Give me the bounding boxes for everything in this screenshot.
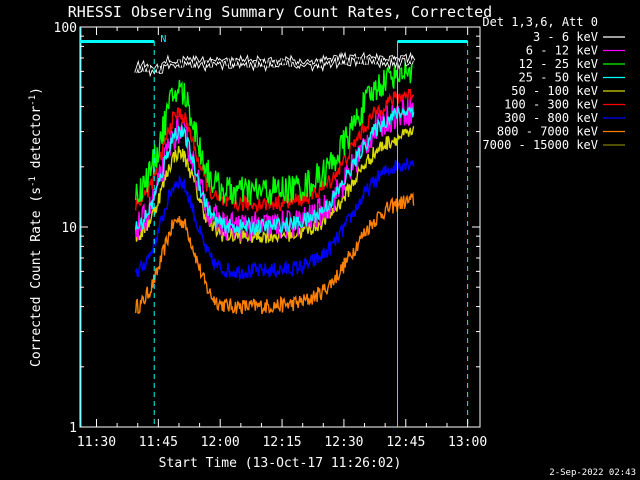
y-label-mid: detector <box>29 106 44 177</box>
series-layer <box>134 51 416 315</box>
legend-label-5: 100 - 300 keV <box>504 98 598 112</box>
legend-label-7: 800 - 7000 keV <box>497 125 598 139</box>
x-tick-label: 13:00 <box>448 435 487 450</box>
x-tick-label: 12:30 <box>324 435 363 450</box>
series-line-7 <box>135 191 415 315</box>
y-label-sup2: -1 <box>28 95 38 106</box>
y-label-sup1: -1 <box>28 176 38 187</box>
series-line-3 <box>135 106 415 236</box>
flag-bar-right <box>397 40 468 43</box>
x-tick-label: 12:00 <box>201 435 240 450</box>
legend-label-2: 12 - 25 keV <box>519 57 598 71</box>
y-label-end: ) <box>29 87 44 95</box>
x-tick-label: 12:15 <box>262 435 301 450</box>
x-tick-label: 11:45 <box>139 435 178 450</box>
y-ticks: 1 10 100 <box>54 21 480 436</box>
x-tick-label: 12:45 <box>386 435 425 450</box>
legend-label-4: 50 - 100 keV <box>511 84 598 98</box>
footer-date: 2-Sep-2022 02:43 <box>549 468 636 478</box>
legend-label-6: 300 - 800 keV <box>504 111 598 125</box>
flag-bar-left <box>80 40 155 43</box>
x-ticks: 11:30 11:45 12:00 12:15 12:30 12:45 13:00 <box>77 27 487 450</box>
flag-label: N <box>160 34 166 45</box>
series-line-5 <box>135 88 415 214</box>
series-line-2 <box>135 55 415 205</box>
y-tick-label: 100 <box>54 21 77 36</box>
x-axis-label: Start Time (13-Oct-17 11:26:02) <box>159 456 402 471</box>
legend-label-0: 3 - 6 keV <box>533 30 598 44</box>
legend-header: Det 1,3,6, Att 0 <box>482 15 598 29</box>
y-tick-label: 10 <box>61 221 77 236</box>
x-tick-label: 11:30 <box>77 435 116 450</box>
series-line-4 <box>135 126 415 244</box>
legend-label-8: 7000 - 15000 keV <box>482 138 598 152</box>
series-line-black <box>135 54 415 74</box>
series-line-6 <box>135 157 415 282</box>
chart-title: RHESSI Observing Summary Count Rates, Co… <box>68 3 492 21</box>
legend-label-1: 6 - 12 keV <box>526 44 598 58</box>
y-label-main: Corrected Count Rate (s <box>29 187 44 367</box>
y-axis-label: Corrected Count Rate (s-1 detector-1) <box>28 87 44 367</box>
y-tick-label: 1 <box>69 421 77 436</box>
legend-label-3: 25 - 50 keV <box>519 71 598 85</box>
